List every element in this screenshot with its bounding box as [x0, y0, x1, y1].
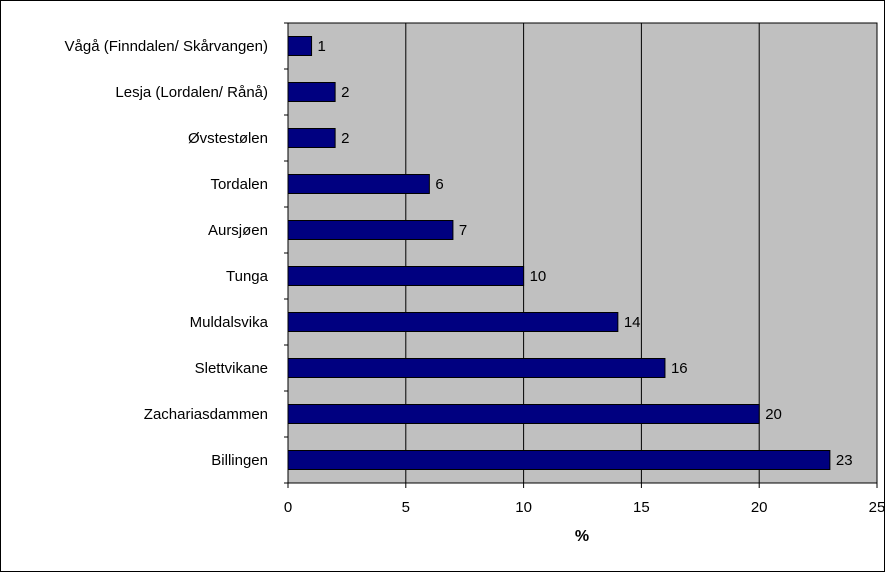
bar-8 — [287, 404, 760, 424]
category-label-5: Tunga — [226, 268, 269, 285]
bar-3 — [287, 174, 430, 194]
category-label-2: Øvstestølen — [188, 130, 268, 147]
data-label-4: 7 — [459, 222, 467, 239]
x-tick-label-0: 0 — [284, 499, 292, 516]
data-label-7: 16 — [671, 360, 688, 377]
x-tick-label-25: 25 — [869, 499, 885, 516]
x-axis-title: % — [575, 528, 589, 545]
x-tick-label-15: 15 — [633, 499, 650, 516]
category-label-7: Slettvikane — [195, 360, 268, 377]
data-label-0: 1 — [318, 38, 326, 55]
bar-0 — [287, 36, 313, 56]
bar-9 — [287, 450, 831, 470]
data-label-3: 6 — [435, 176, 443, 193]
data-label-1: 2 — [341, 84, 349, 101]
category-label-1: Lesja (Lordalen/ Rånå) — [115, 84, 268, 101]
x-tick-label-20: 20 — [751, 499, 768, 516]
category-label-4: Aursjøen — [208, 222, 268, 239]
bar-5 — [287, 266, 525, 286]
bar-2 — [287, 128, 336, 148]
bar-4 — [287, 220, 454, 240]
bar-7 — [287, 358, 666, 378]
data-label-9: 23 — [836, 452, 853, 469]
data-label-5: 10 — [530, 268, 547, 285]
x-tick-label-10: 10 — [515, 499, 532, 516]
x-tick-label-5: 5 — [402, 499, 410, 516]
category-label-9: Billingen — [211, 452, 268, 469]
data-label-6: 14 — [624, 314, 641, 331]
category-label-6: Muldalsvika — [190, 314, 269, 331]
bar-1 — [287, 82, 336, 102]
data-label-2: 2 — [341, 130, 349, 147]
bar-6 — [287, 312, 619, 332]
category-label-3: Tordalen — [210, 176, 268, 193]
category-label-8: Zachariasdammen — [144, 406, 268, 423]
data-label-8: 20 — [765, 406, 782, 423]
category-label-0: Vågå (Finndalen/ Skårvangen) — [65, 38, 268, 55]
